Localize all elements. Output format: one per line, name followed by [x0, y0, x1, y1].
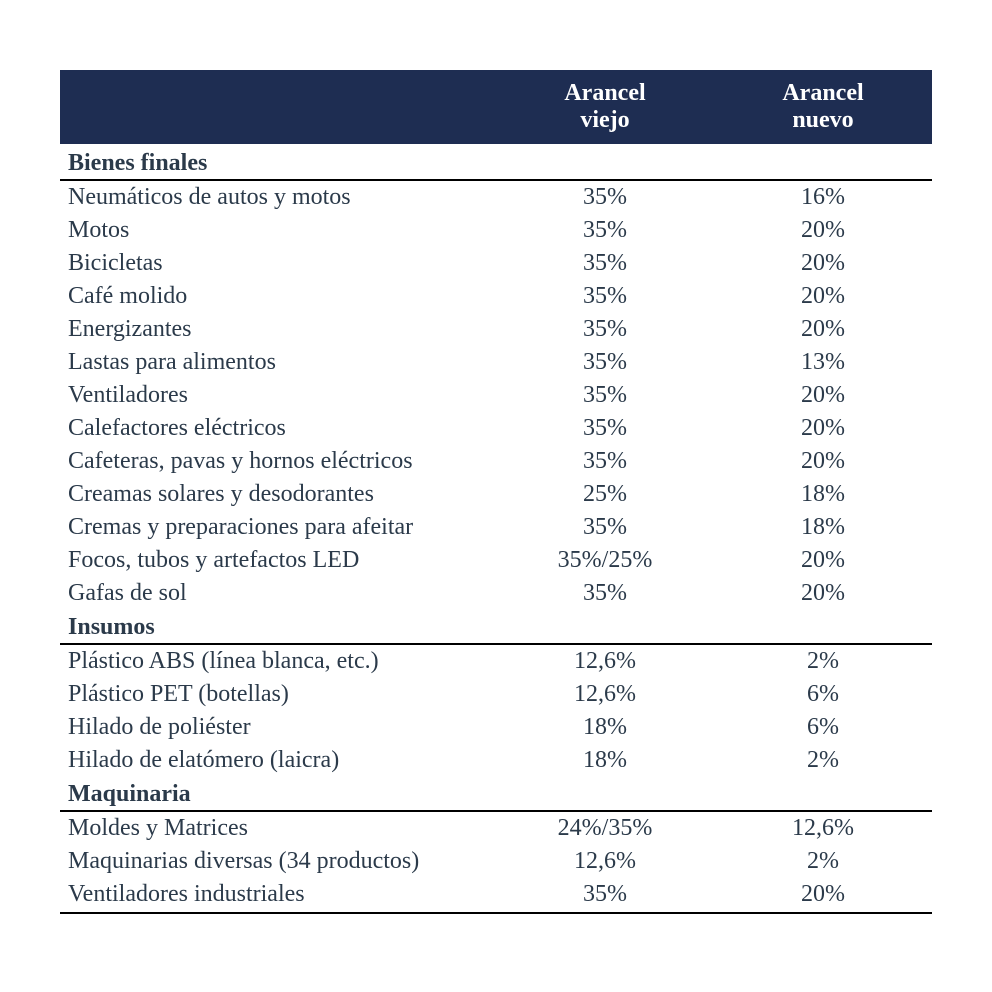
row-name: Hilado de poliéster [60, 711, 496, 744]
row-new-value: 18% [714, 478, 932, 511]
table-container: Arancel viejo Arancel nuevo Bienes final… [0, 0, 992, 974]
row-new-value: 2% [714, 744, 932, 777]
row-new-value: 2% [714, 644, 932, 678]
table-body: Bienes finalesNeumáticos de autos y moto… [60, 144, 932, 913]
row-old-value: 18% [496, 711, 714, 744]
row-new-value: 20% [714, 247, 932, 280]
row-name: Cremas y preparaciones para afeitar [60, 511, 496, 544]
table-row: Energizantes35%20% [60, 313, 932, 346]
row-name: Lastas para alimentos [60, 346, 496, 379]
row-old-value: 25% [496, 478, 714, 511]
row-new-value: 20% [714, 280, 932, 313]
table-row: Plástico PET (botellas)12,6%6% [60, 678, 932, 711]
row-name: Café molido [60, 280, 496, 313]
table-header: Arancel viejo Arancel nuevo [60, 70, 932, 144]
row-new-value: 18% [714, 511, 932, 544]
row-name: Motos [60, 214, 496, 247]
row-old-value: 35% [496, 511, 714, 544]
row-new-value: 13% [714, 346, 932, 379]
row-name: Ventiladores [60, 379, 496, 412]
section-header: Maquinaria [60, 777, 932, 811]
table-row: Cremas y preparaciones para afeitar35%18… [60, 511, 932, 544]
row-old-value: 35% [496, 878, 714, 913]
header-new: Arancel nuevo [714, 70, 932, 144]
row-name: Creamas solares y desodorantes [60, 478, 496, 511]
row-old-value: 35% [496, 214, 714, 247]
row-name: Gafas de sol [60, 577, 496, 610]
row-new-value: 20% [714, 544, 932, 577]
row-name: Cafeteras, pavas y hornos eléctricos [60, 445, 496, 478]
table-row: Cafeteras, pavas y hornos eléctricos35%2… [60, 445, 932, 478]
table-row: Moldes y Matrices24%/35%12,6% [60, 811, 932, 845]
section-title: Maquinaria [60, 777, 932, 811]
row-new-value: 6% [714, 711, 932, 744]
table-row: Hilado de elatómero (laicra)18%2% [60, 744, 932, 777]
row-name: Neumáticos de autos y motos [60, 180, 496, 214]
row-new-value: 2% [714, 845, 932, 878]
section-header: Bienes finales [60, 144, 932, 180]
row-name: Calefactores eléctricos [60, 412, 496, 445]
row-old-value: 35% [496, 577, 714, 610]
row-name: Maquinarias diversas (34 productos) [60, 845, 496, 878]
row-old-value: 35% [496, 180, 714, 214]
row-old-value: 12,6% [496, 678, 714, 711]
table-row: Ventiladores35%20% [60, 379, 932, 412]
row-new-value: 20% [714, 214, 932, 247]
section-header: Insumos [60, 610, 932, 644]
row-name: Focos, tubos y artefactos LED [60, 544, 496, 577]
table-row: Ventiladores industriales35%20% [60, 878, 932, 913]
row-name: Ventiladores industriales [60, 878, 496, 913]
row-old-value: 35% [496, 346, 714, 379]
row-new-value: 6% [714, 678, 932, 711]
row-new-value: 20% [714, 379, 932, 412]
tariff-table: Arancel viejo Arancel nuevo Bienes final… [60, 70, 932, 914]
header-old: Arancel viejo [496, 70, 714, 144]
header-old-line2: viejo [580, 107, 629, 133]
table-row: Bicicletas35%20% [60, 247, 932, 280]
table-row: Plástico ABS (línea blanca, etc.)12,6%2% [60, 644, 932, 678]
table-row: Focos, tubos y artefactos LED35%/25%20% [60, 544, 932, 577]
section-title: Insumos [60, 610, 932, 644]
row-old-value: 35%/25% [496, 544, 714, 577]
row-new-value: 16% [714, 180, 932, 214]
row-old-value: 35% [496, 247, 714, 280]
table-row: Neumáticos de autos y motos35%16% [60, 180, 932, 214]
header-new-line2: nuevo [792, 107, 853, 133]
row-old-value: 12,6% [496, 845, 714, 878]
row-new-value: 20% [714, 313, 932, 346]
section-title: Bienes finales [60, 144, 932, 180]
row-name: Moldes y Matrices [60, 811, 496, 845]
row-new-value: 12,6% [714, 811, 932, 845]
table-row: Creamas solares y desodorantes25%18% [60, 478, 932, 511]
row-old-value: 35% [496, 313, 714, 346]
table-row: Lastas para alimentos35%13% [60, 346, 932, 379]
row-old-value: 12,6% [496, 644, 714, 678]
table-row: Hilado de poliéster18%6% [60, 711, 932, 744]
header-new-line1: Arancel [782, 80, 863, 106]
header-old-line1: Arancel [564, 80, 645, 106]
row-old-value: 35% [496, 445, 714, 478]
table-row: Calefactores eléctricos35%20% [60, 412, 932, 445]
row-new-value: 20% [714, 577, 932, 610]
row-new-value: 20% [714, 878, 932, 913]
table-row: Café molido35%20% [60, 280, 932, 313]
row-name: Bicicletas [60, 247, 496, 280]
row-name: Hilado de elatómero (laicra) [60, 744, 496, 777]
row-name: Plástico ABS (línea blanca, etc.) [60, 644, 496, 678]
row-new-value: 20% [714, 445, 932, 478]
row-old-value: 35% [496, 280, 714, 313]
table-row: Maquinarias diversas (34 productos)12,6%… [60, 845, 932, 878]
row-old-value: 18% [496, 744, 714, 777]
table-row: Motos35%20% [60, 214, 932, 247]
row-new-value: 20% [714, 412, 932, 445]
row-old-value: 35% [496, 379, 714, 412]
row-name: Energizantes [60, 313, 496, 346]
header-blank [60, 70, 496, 144]
row-name: Plástico PET (botellas) [60, 678, 496, 711]
table-row: Gafas de sol35%20% [60, 577, 932, 610]
row-old-value: 24%/35% [496, 811, 714, 845]
row-old-value: 35% [496, 412, 714, 445]
